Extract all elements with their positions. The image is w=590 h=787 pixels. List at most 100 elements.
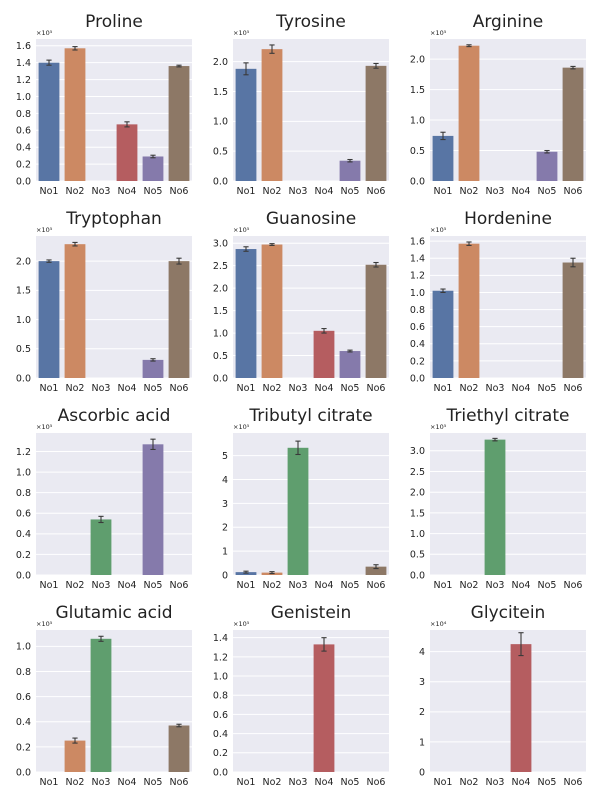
y-tick-label: 1.5 xyxy=(16,286,31,297)
x-tick-label: No2 xyxy=(460,580,479,590)
x-tick-label: No5 xyxy=(144,383,163,393)
chart-title: Proline xyxy=(85,12,143,32)
x-tick-label: No4 xyxy=(118,580,137,590)
x-tick-label: No1 xyxy=(40,580,59,590)
y-tick-label: 1.4 xyxy=(410,254,425,265)
y-tick-label: 2 xyxy=(419,707,425,718)
y-tick-label: 0.5 xyxy=(410,146,425,157)
bar-no4 xyxy=(116,124,138,181)
x-tick-label: No1 xyxy=(237,580,256,590)
chart-proline: 0.0 0.2 0.4 0.6 0.8 1.0 1.2 1.4 1.6 ×10⁵ Proline No… xyxy=(16,12,192,196)
y-tick-label: 1.2 xyxy=(16,75,31,86)
bar-no3 xyxy=(90,638,112,772)
chart-tyrosine: 0.0 0.5 1.0 1.5 2.0 ×10⁵ Tyrosine No1 No2 No3 No4 N… xyxy=(213,12,389,196)
y-tick-label: 1.0 xyxy=(410,288,425,299)
x-tick-label: No4 xyxy=(512,777,531,787)
x-tick-label: No2 xyxy=(460,383,479,393)
x-tick-label: No1 xyxy=(434,186,453,196)
x-tick-label: No5 xyxy=(341,383,360,393)
y-tick-label: 0.2 xyxy=(16,159,31,170)
y-tick-label: 0 xyxy=(419,767,425,778)
x-tick-label: No2 xyxy=(66,580,85,590)
chart-title: Tributyl citrate xyxy=(248,406,372,426)
y-tick-label: 5 xyxy=(222,451,228,462)
x-tick-label: No5 xyxy=(341,186,360,196)
y-tick-label: 1.0 xyxy=(410,529,425,540)
plot-area xyxy=(233,433,389,575)
x-tick-label: No4 xyxy=(512,580,531,590)
error-bar-no6 xyxy=(176,64,182,68)
x-tick-label: No2 xyxy=(263,580,282,590)
y-tick-label: 0.4 xyxy=(16,143,31,154)
bar-no6 xyxy=(365,65,387,181)
bar-no2 xyxy=(458,45,480,182)
axis-multiplier-label: ×10⁵ xyxy=(36,423,53,431)
y-tick-label: 2 xyxy=(222,523,228,534)
x-tick-label: No3 xyxy=(486,777,505,787)
x-tick-label: No1 xyxy=(434,777,453,787)
y-tick-label: 3 xyxy=(419,677,425,688)
y-tick-label: 0.8 xyxy=(213,691,228,702)
y-tick-label: 0.0 xyxy=(213,373,228,384)
y-tick-label: 1.6 xyxy=(410,237,425,248)
bar-no1 xyxy=(38,62,60,181)
x-tick-label: No1 xyxy=(40,777,59,787)
bar-no5 xyxy=(142,444,164,575)
bar-no5 xyxy=(142,359,164,378)
plot-area xyxy=(36,236,192,378)
error-bar-no5 xyxy=(347,349,353,353)
y-tick-label: 4 xyxy=(222,475,228,486)
y-tick-label: 0.4 xyxy=(16,529,31,540)
chart-title: Arginine xyxy=(473,12,544,32)
axis-multiplier-label: ×10⁵ xyxy=(36,226,53,234)
error-bar-no5 xyxy=(544,149,550,154)
y-tick-label: 0.6 xyxy=(16,509,31,520)
x-tick-label: No2 xyxy=(460,777,479,787)
x-tick-label: No6 xyxy=(170,777,189,787)
error-bar-no2 xyxy=(269,243,275,246)
y-tick-label: 1.2 xyxy=(410,271,425,282)
y-tick-label: 0 xyxy=(222,570,228,581)
x-tick-label: No2 xyxy=(66,383,85,393)
error-bar-no2 xyxy=(72,46,78,51)
y-tick-label: 0.2 xyxy=(16,742,31,753)
bar-no3 xyxy=(287,447,309,575)
error-bar-no1 xyxy=(243,62,249,76)
x-tick-label: No6 xyxy=(367,186,386,196)
y-tick-label: 2.0 xyxy=(410,488,425,499)
x-tick-label: No4 xyxy=(118,186,137,196)
x-tick-label: No2 xyxy=(66,186,85,196)
bar-no2 xyxy=(458,243,480,378)
plot-area xyxy=(233,236,389,378)
y-tick-label: 0.5 xyxy=(410,550,425,561)
bar-no6 xyxy=(168,66,190,181)
x-tick-label: No3 xyxy=(486,580,505,590)
bar-no3 xyxy=(484,439,506,575)
x-tick-label: No4 xyxy=(118,777,137,787)
error-bar-no2 xyxy=(72,737,78,744)
x-tick-label: No3 xyxy=(92,186,111,196)
axis-multiplier-label: ×10⁵ xyxy=(233,29,250,37)
x-tick-label: No5 xyxy=(341,580,360,590)
x-tick-label: No1 xyxy=(40,186,59,196)
error-bar-no6 xyxy=(570,257,576,268)
x-tick-label: No3 xyxy=(486,186,505,196)
y-tick-label: 2.0 xyxy=(16,257,31,268)
y-tick-label: 0.0 xyxy=(16,570,31,581)
x-tick-label: No2 xyxy=(263,186,282,196)
error-bar-no2 xyxy=(269,44,275,54)
x-tick-label: No6 xyxy=(367,383,386,393)
x-tick-label: No5 xyxy=(538,186,557,196)
error-bar-no2 xyxy=(269,571,275,575)
y-tick-label: 1.0 xyxy=(213,328,228,339)
y-tick-label: 1.0 xyxy=(410,115,425,126)
x-tick-label: No6 xyxy=(564,186,583,196)
bar-no1 xyxy=(432,135,454,181)
y-tick-label: 0.5 xyxy=(213,351,228,362)
y-tick-label: 0.6 xyxy=(213,710,228,721)
x-tick-label: No5 xyxy=(144,580,163,590)
error-bar-no5 xyxy=(150,154,156,159)
error-bar-no1 xyxy=(440,131,446,141)
y-tick-label: 2.5 xyxy=(410,467,425,478)
bar-no6 xyxy=(562,67,584,181)
